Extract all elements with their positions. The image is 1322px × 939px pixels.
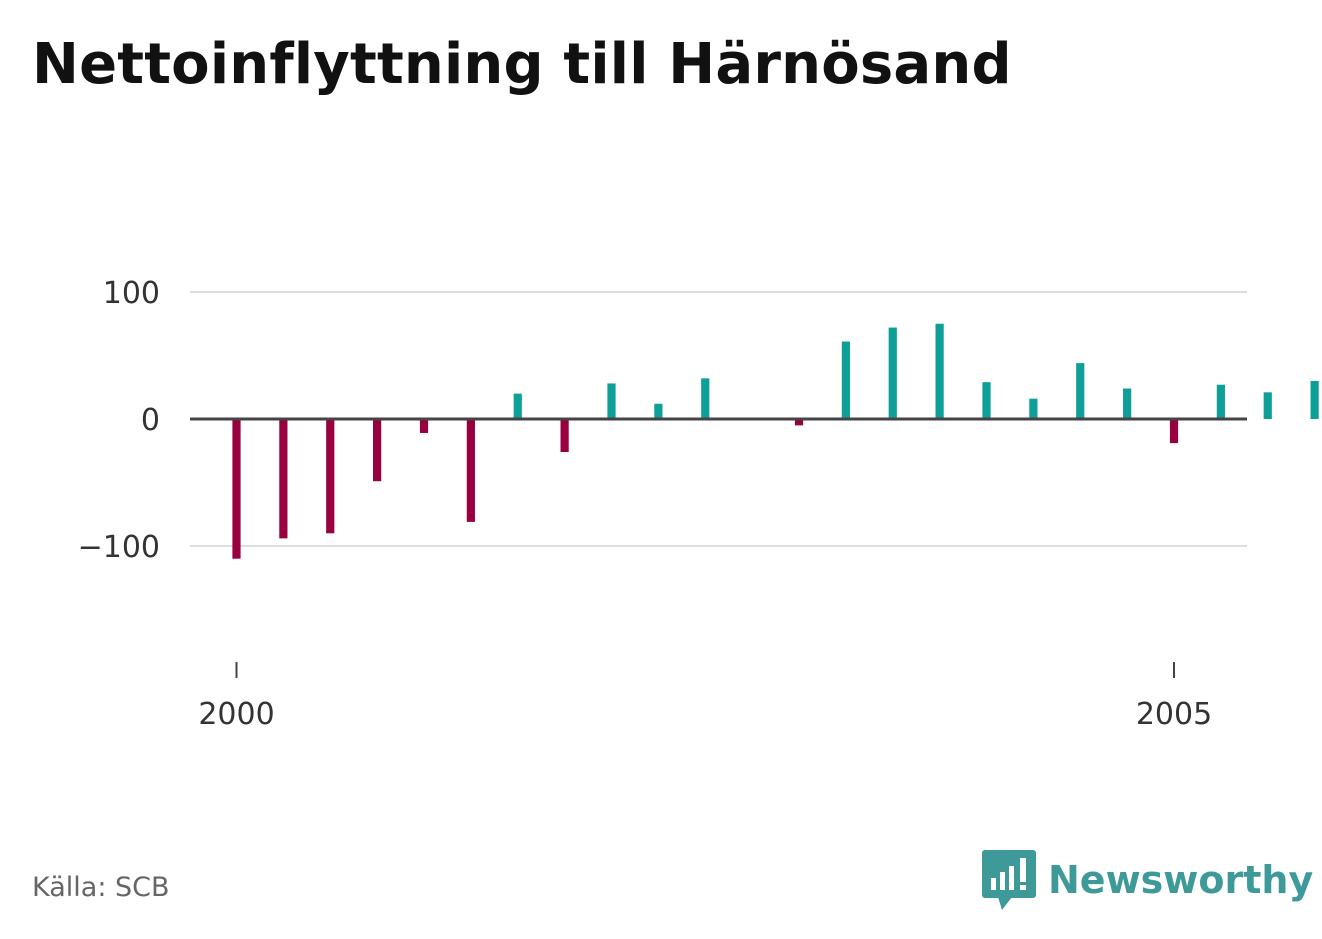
- bar-positive: [654, 403, 663, 419]
- bar-positive: [1310, 380, 1319, 419]
- bar-positive: [701, 378, 710, 419]
- bar-positive: [1216, 384, 1225, 419]
- bar-positive: [1123, 388, 1132, 419]
- bar-positive: [888, 327, 897, 419]
- bar-negative: [419, 419, 429, 433]
- bar-positive: [1076, 363, 1085, 419]
- bar-negative: [560, 419, 569, 453]
- y-tick-label: 0: [141, 403, 160, 438]
- newsworthy-logo-icon: [982, 850, 1036, 910]
- bar-negative: [232, 419, 241, 559]
- bars: [232, 323, 1319, 559]
- x-tick-label: 2005: [1136, 697, 1212, 732]
- bar-positive: [982, 382, 991, 419]
- bar-negative: [326, 419, 335, 534]
- y-tick-label: 100: [103, 276, 160, 311]
- bar-negative: [279, 419, 288, 539]
- bar-positive: [935, 323, 944, 419]
- brand-name: Newsworthy: [1048, 858, 1314, 902]
- bar-negative: [466, 419, 475, 522]
- chart-title: Nettoinflyttning till Härnösand: [32, 32, 1012, 97]
- bar-positive: [1263, 392, 1272, 419]
- bar-positive: [841, 341, 850, 419]
- x-tick-label: 2000: [198, 697, 274, 732]
- bar-negative: [1169, 419, 1179, 444]
- y-tick-label: −100: [78, 530, 160, 565]
- brand-logo[interactable]: Newsworthy: [982, 850, 1313, 910]
- gridlines: [190, 291, 1247, 547]
- bar-negative: [373, 419, 382, 482]
- bar-positive: [607, 383, 616, 419]
- bar-positive: [1029, 398, 1038, 419]
- bar-positive: [513, 393, 522, 419]
- source-label: Källa: SCB: [32, 872, 170, 903]
- bar-negative: [794, 419, 804, 426]
